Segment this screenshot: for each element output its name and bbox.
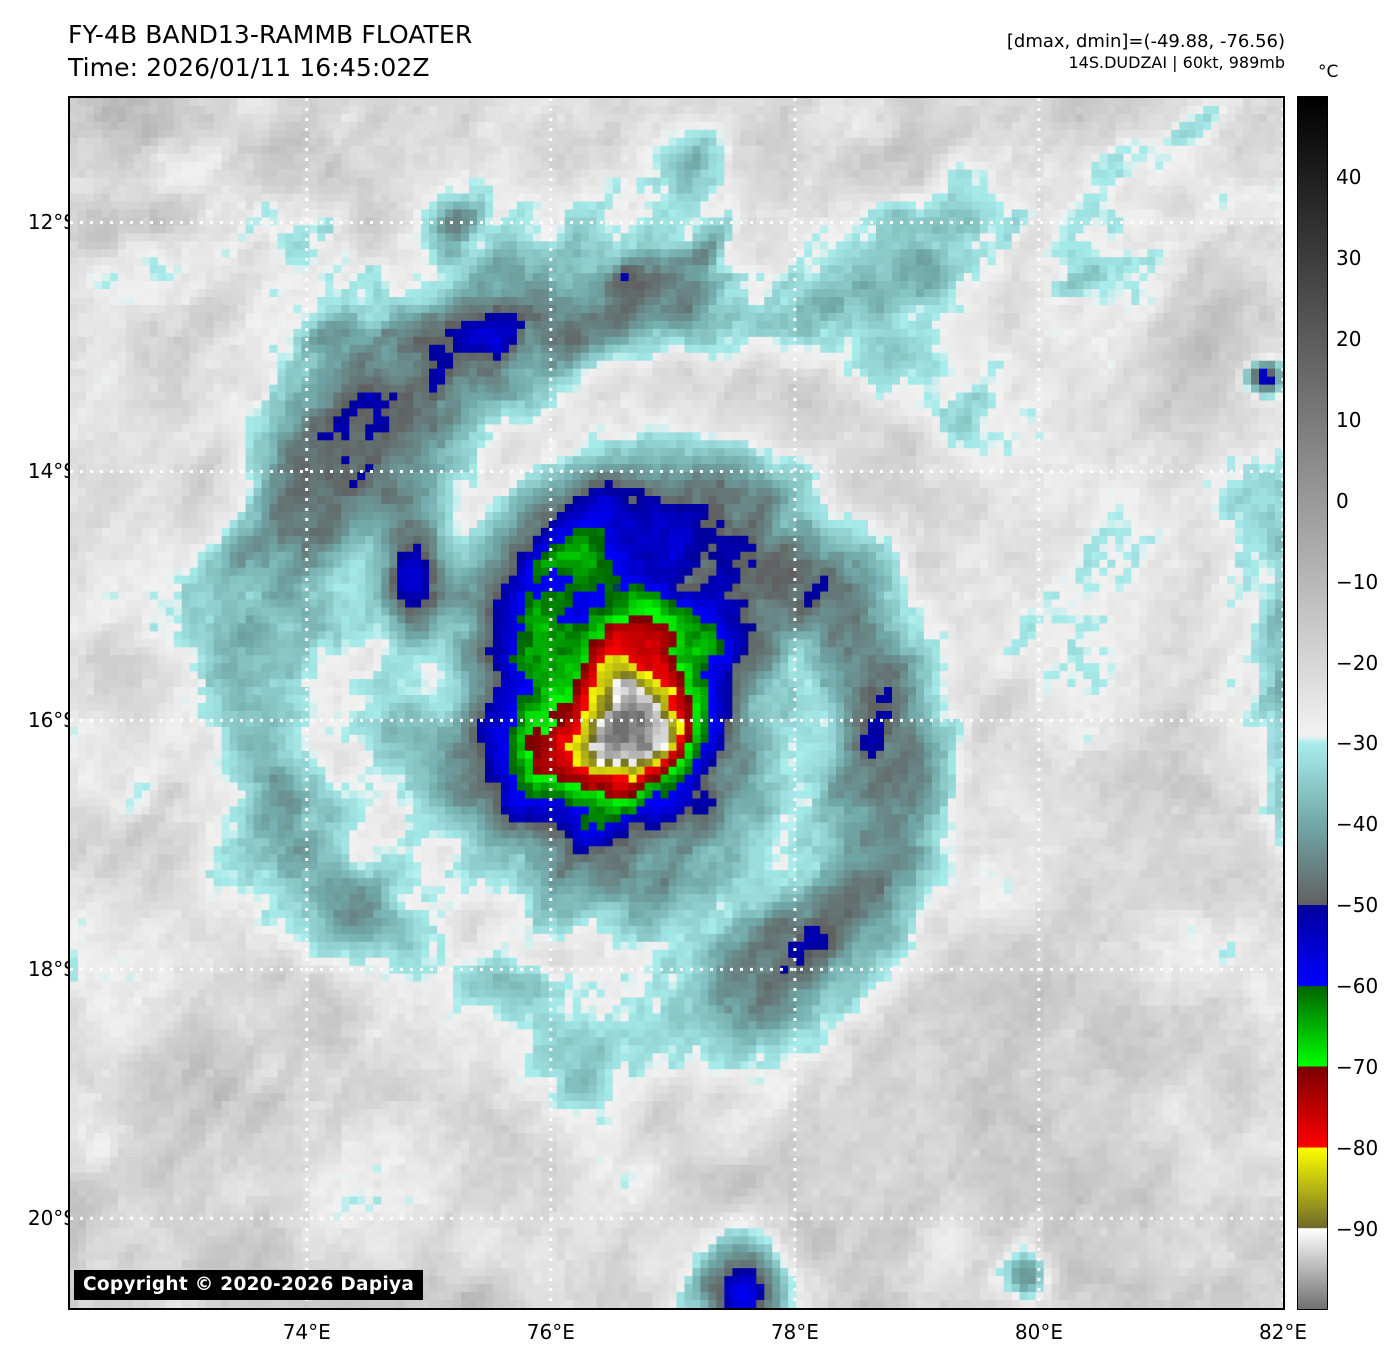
colorbar-tick-3: 10 [1336,408,1361,432]
colorbar-tick-7: −30 [1336,731,1378,755]
colorbar-tick-13: −90 [1336,1217,1378,1241]
colorbar-tick-10: −60 [1336,974,1378,998]
colorbar-tick-1: 30 [1336,246,1361,270]
colorbar-tick-0: 40 [1336,165,1361,189]
colorbar-tick-4: 0 [1336,489,1349,513]
lat-tick-3: 18°S [28,957,76,981]
colorbar-tick-2: 20 [1336,327,1361,351]
colorbar-tick-9: −50 [1336,893,1378,917]
lon-tick-4: 82°E [1259,1320,1307,1344]
colorbar-tick-5: −10 [1336,570,1378,594]
lat-tick-2: 16°S [28,708,76,732]
colorbar-tick-labels: 40 30 20 10 0 −10 −20 −30 −40 −50 −60 −70 −80 −90 [1336,96,1388,1310]
colorbar-tick-8: −40 [1336,812,1378,836]
copyright-banner: Copyright © 2020-2026 Dapiya [74,1270,424,1300]
lon-tick-3: 80°E [1015,1320,1063,1344]
metadata-block: [dmax, dmin]=(-49.88, -76.56) 14S.DUDZAI… [1007,30,1285,74]
lat-tick-0: 12°S [28,210,76,234]
infrared-satellite-image [70,98,1283,1308]
lon-tick-2: 78°E [771,1320,819,1344]
title-block: FY-4B BAND13-RAMMB FLOATER Time: 2026/01… [68,18,472,84]
colorbar-tick-11: −70 [1336,1055,1378,1079]
colorbar-tick-6: −20 [1336,651,1378,675]
colorbar[interactable] [1297,96,1328,1310]
dminmax-label: [dmax, dmin]=(-49.88, -76.56) [1007,30,1285,53]
colorbar-gradient [1298,97,1327,1309]
timestamp-label: Time: 2026/01/11 16:45:02Z [68,51,472,84]
lon-tick-0: 74°E [283,1320,331,1344]
lat-tick-4: 20°S [28,1206,76,1230]
lon-tick-1: 76°E [527,1320,575,1344]
storm-info-label: 14S.DUDZAI | 60kt, 989mb [1007,53,1286,74]
page-title: FY-4B BAND13-RAMMB FLOATER [68,18,472,51]
satellite-image-panel[interactable]: Copyright © 2020-2026 Dapiya [68,96,1285,1310]
lat-tick-1: 14°S [28,459,76,483]
colorbar-tick-12: −80 [1336,1136,1378,1160]
colorbar-unit-label: °C [1318,62,1338,82]
